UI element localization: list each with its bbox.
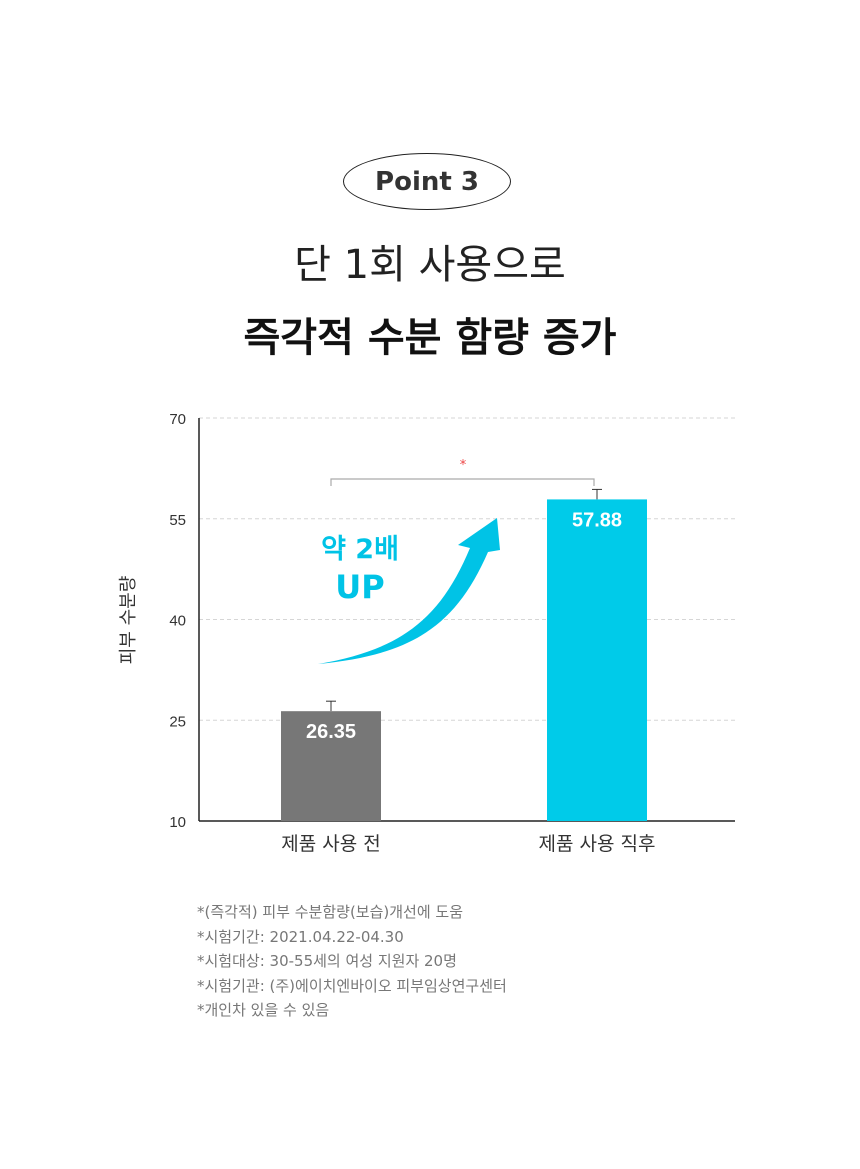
significance-marker: * — [460, 458, 467, 473]
footnote: *시험대상: 30-55세의 여성 지원자 20명 — [197, 952, 457, 970]
bar-chart: 10 25 40 55 70 피부 수분량 26.35 제품 사용 전 57.88 제품 사용 직… — [118, 411, 735, 855]
title-line2: 즉각적 수분 함량 증가 — [243, 315, 617, 361]
footnotes: *(즉각적) 피부 수분함량(보습)개선에 도움 *시험기간: 2021.04.… — [197, 900, 507, 1023]
bar-value-label: 57.88 — [572, 509, 622, 531]
arrow-icon — [318, 518, 500, 664]
footnote: *시험기간: 2021.04.22-04.30 — [197, 927, 404, 946]
footnote: *(즉각적) 피부 수분함량(보습)개선에 도움 — [197, 903, 464, 921]
bar-value-label: 26.35 — [306, 721, 356, 743]
x-tick-label: 제품 사용 전 — [281, 833, 380, 855]
bar — [547, 499, 647, 821]
y-axis-label: 피부 수분량 — [118, 576, 139, 665]
y-tick-label: 10 — [169, 814, 186, 831]
significance-bracket — [330, 478, 595, 486]
bar — [281, 711, 381, 821]
footnote: *시험기관: (주)에이치엔바이오 피부임상연구센터 — [197, 976, 507, 995]
annotation-line1: 약 2배 — [321, 534, 399, 565]
footnote: *개인차 있을 수 있음 — [197, 1001, 330, 1019]
y-tick-label: 70 — [169, 411, 186, 428]
point-badge: Point 3 — [343, 153, 511, 210]
y-tick-label: 55 — [169, 512, 186, 529]
title-line1: 단 1회 사용으로 — [294, 242, 566, 288]
y-tick-label: 25 — [169, 713, 186, 730]
annotation-line2: UP — [335, 568, 384, 606]
y-tick-label: 40 — [169, 613, 186, 630]
x-tick-label: 제품 사용 직후 — [539, 833, 656, 855]
